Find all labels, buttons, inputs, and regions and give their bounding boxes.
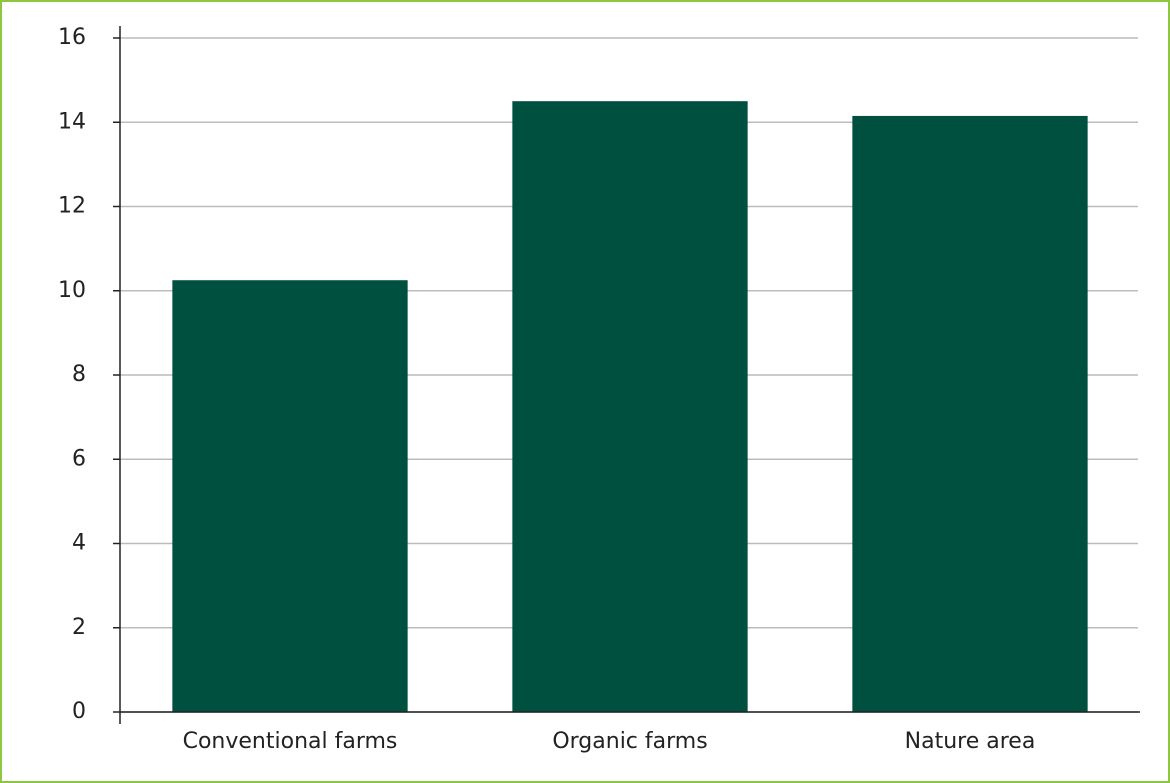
y-tick-label: 16: [58, 25, 86, 50]
bar: [852, 115, 1088, 712]
y-tick-label: 12: [58, 194, 86, 219]
x-tick-label: Organic farms: [552, 729, 707, 754]
bar: [172, 280, 408, 712]
y-tick-label: 2: [72, 615, 86, 640]
y-tick-label: 0: [72, 699, 86, 724]
x-tick-label: Nature area: [905, 729, 1036, 754]
y-tick-label: 14: [58, 109, 86, 134]
y-tick-label: 6: [72, 446, 86, 471]
y-tick-label: 4: [72, 531, 86, 556]
bar: [512, 101, 748, 712]
x-tick-label: Conventional farms: [183, 729, 398, 754]
y-tick-label: 10: [58, 278, 86, 303]
y-tick-label: 8: [72, 362, 86, 387]
